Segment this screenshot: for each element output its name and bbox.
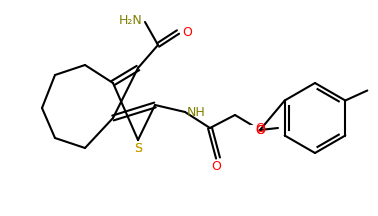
Text: O: O bbox=[255, 124, 265, 137]
Text: S: S bbox=[134, 141, 142, 154]
Text: O: O bbox=[211, 160, 221, 173]
Text: O: O bbox=[255, 124, 265, 137]
Text: S: S bbox=[134, 141, 142, 154]
Text: NH: NH bbox=[187, 105, 206, 119]
Text: H₂N: H₂N bbox=[119, 14, 143, 27]
Text: O: O bbox=[182, 25, 192, 38]
Text: O: O bbox=[255, 122, 265, 135]
